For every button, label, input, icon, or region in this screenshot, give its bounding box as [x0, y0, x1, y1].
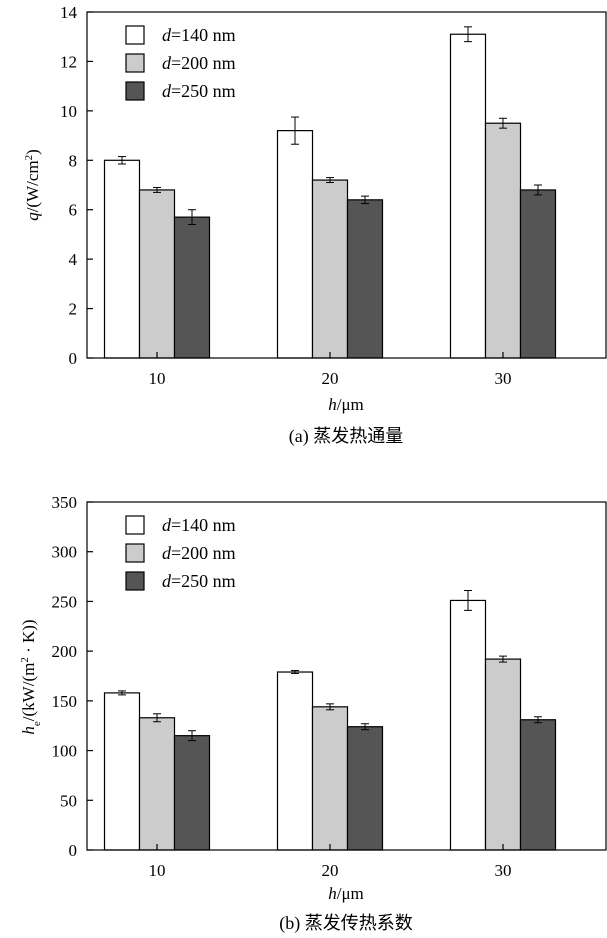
y-axis-label-b: he/(kW/(m2 · K))	[19, 619, 43, 734]
y-tick-label-a-14: 14	[60, 3, 78, 22]
legend-swatch-a-0	[125, 25, 145, 45]
bar-a-10-1	[138, 189, 176, 359]
y-tick-label-a-6: 6	[69, 201, 78, 220]
x-tick-label-b-10: 10	[149, 861, 166, 880]
y-axis-label-a: q/(W/cm2)	[23, 149, 42, 221]
legend-label-a-1: d=200 nm	[162, 53, 236, 73]
bar-b-30-2	[519, 719, 557, 851]
y-tick-label-b-250: 250	[52, 592, 78, 611]
x-tick-label-b-20: 20	[322, 861, 339, 880]
bar-b-30-0	[449, 599, 487, 851]
bars-a	[103, 33, 557, 359]
bar-b-20-1	[311, 706, 349, 851]
caption-b: (b) 蒸发传热系数	[279, 913, 413, 934]
x-ticks-b: 10 20 30	[149, 844, 512, 880]
bar-a-20-0	[276, 130, 314, 359]
y-tick-label-b-200: 200	[52, 642, 78, 661]
bar-a-10-2	[173, 216, 211, 359]
legend-swatch-b-0	[125, 515, 145, 535]
y-tick-label-b-50: 50	[60, 791, 77, 810]
chart-a: 0 2 4 6 8 10 12 14 10 20 30 d=140 nm d=200 nm d=250…	[23, 3, 607, 447]
legend-swatch-b-1	[125, 543, 145, 563]
y-tick-label-a-8: 8	[69, 151, 78, 170]
legend-b: d=140 nm d=200 nm d=250 nm	[125, 515, 236, 591]
plot-frame-b	[86, 501, 607, 851]
errorbars-b	[118, 589, 542, 742]
legend-a: d=140 nm d=200 nm d=250 nm	[125, 25, 236, 101]
legend-label-b-1: d=200 nm	[162, 543, 236, 563]
y-tick-label-a-4: 4	[69, 250, 78, 269]
bar-a-30-1	[484, 122, 522, 359]
x-tick-label-a-30: 30	[495, 369, 512, 388]
bar-b-20-2	[346, 726, 384, 851]
x-axis-label-b: h/μm	[328, 884, 364, 903]
y-tick-label-a-0: 0	[69, 349, 78, 368]
y-tick-label-a-12: 12	[60, 52, 77, 71]
y-tick-label-a-10: 10	[60, 102, 77, 121]
y-tick-label-b-300: 300	[52, 543, 78, 562]
y-tick-label-b-0: 0	[69, 841, 78, 860]
y-tick-label-b-350: 350	[52, 493, 78, 512]
bar-b-30-1	[484, 658, 522, 851]
bar-a-20-1	[311, 179, 349, 359]
chart-b: 0 50 100 150 200 250 300 350 10 20 30 d=140 nm d=2…	[19, 493, 607, 934]
errorbars-a	[118, 26, 542, 226]
bar-a-10-0	[103, 159, 141, 359]
x-tick-label-b-30: 30	[495, 861, 512, 880]
legend-swatch-a-1	[125, 53, 145, 73]
y-tick-label-a-2: 2	[69, 300, 78, 319]
bar-b-10-2	[173, 735, 211, 851]
plot-frame-a	[86, 11, 607, 359]
bar-a-30-2	[519, 189, 557, 359]
legend-label-a-0: d=140 nm	[162, 25, 236, 45]
legend-swatch-a-2	[125, 81, 145, 101]
x-tick-label-a-10: 10	[149, 369, 166, 388]
y-ticks-a: 0 2 4 6 8 10 12 14	[60, 3, 93, 368]
x-axis-label-a: h/μm	[328, 395, 364, 414]
bar-b-20-0	[276, 671, 314, 851]
y-tick-label-b-100: 100	[52, 742, 78, 761]
legend-label-a-2: d=250 nm	[162, 81, 236, 101]
bar-a-20-2	[346, 199, 384, 359]
bar-b-10-0	[103, 692, 141, 851]
caption-a: (a) 蒸发热通量	[289, 426, 403, 447]
y-tick-label-b-150: 150	[52, 692, 78, 711]
legend-swatch-b-2	[125, 571, 145, 591]
bar-a-30-0	[449, 33, 487, 359]
x-tick-label-a-20: 20	[322, 369, 339, 388]
legend-label-b-2: d=250 nm	[162, 571, 236, 591]
x-ticks-a: 10 20 30	[149, 352, 512, 388]
y-ticks-b: 0 50 100 150 200 250 300 350	[52, 493, 93, 860]
bars-b	[103, 599, 557, 851]
legend-label-b-0: d=140 nm	[162, 515, 236, 535]
bar-b-10-1	[138, 717, 176, 851]
